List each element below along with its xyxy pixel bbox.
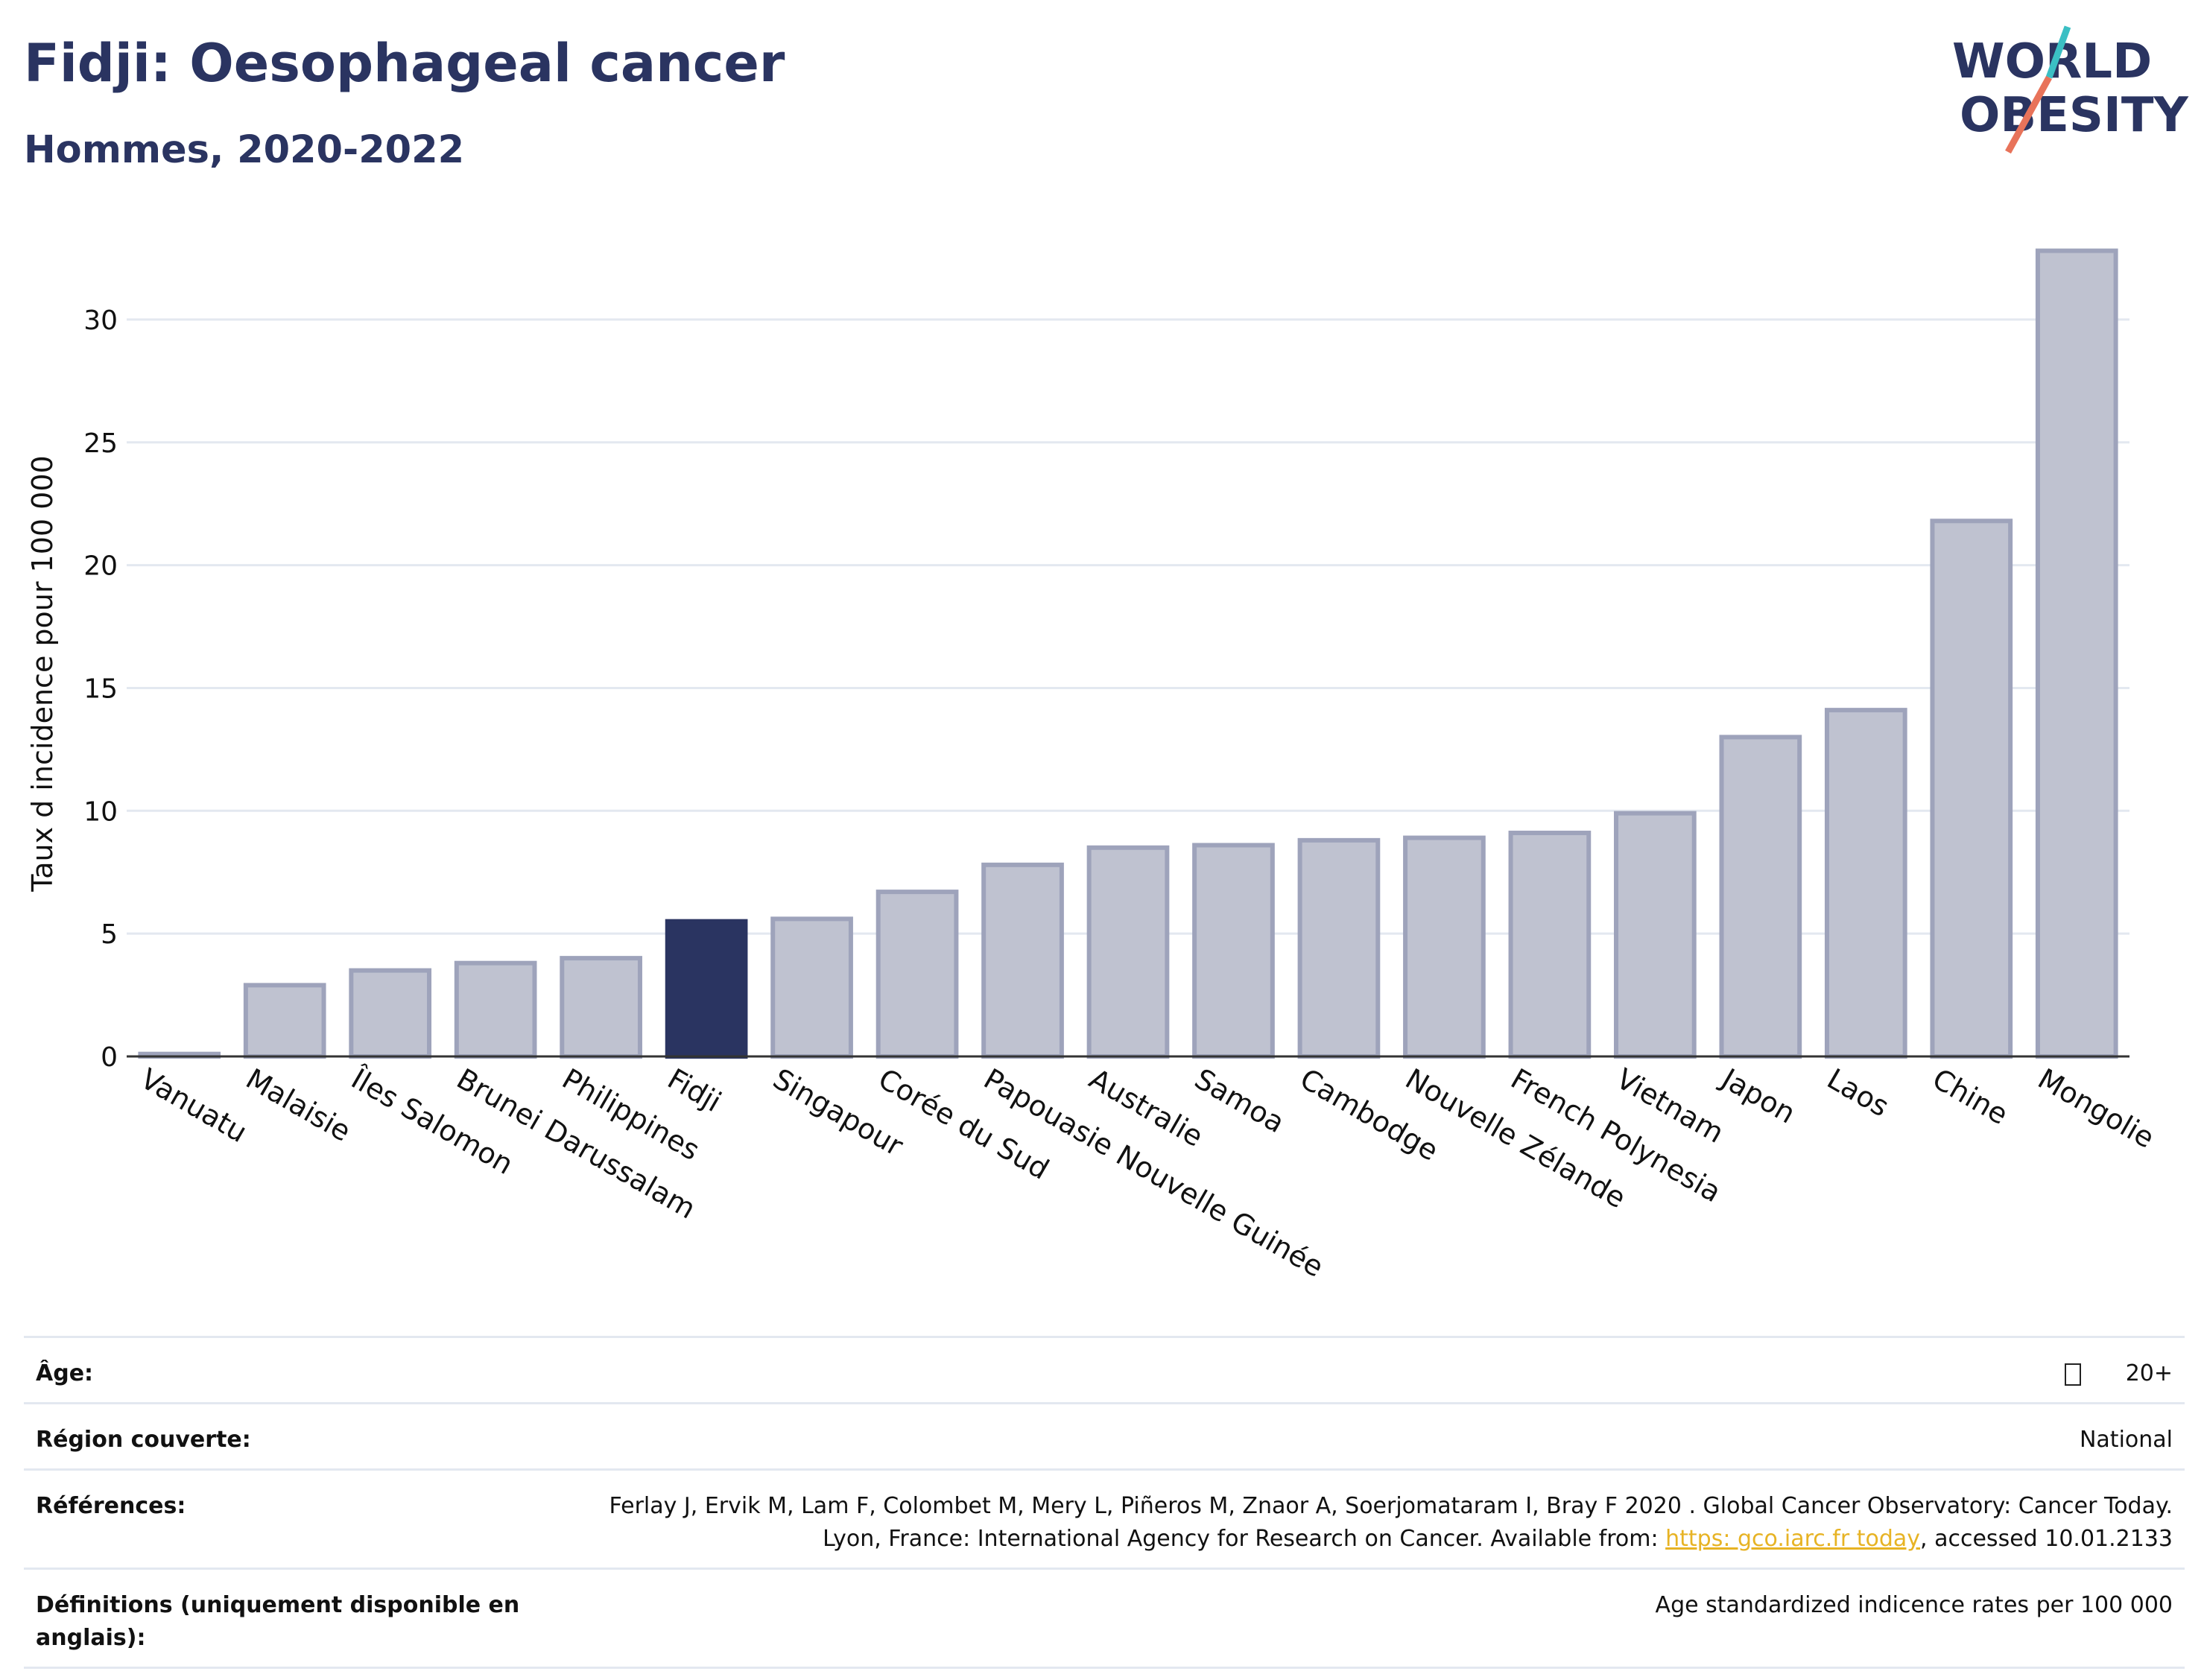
missing-glyph-icon [2064,1363,2081,1386]
meta-label-age: Âge: [24,1336,539,1404]
y-tick-labels: 0 5 10 15 20 25 30 [83,305,118,1073]
bar-cambodge[interactable] [1297,837,1381,1059]
meta-value-age: 20+ [2125,1360,2173,1386]
meta-row-region: Région couverte: National [24,1402,2185,1470]
reference-link[interactable]: https: gco.iarc.fr today [1665,1526,1921,1552]
meta-label-references: Références: [24,1468,539,1569]
reference-accessed: , accessed 10.01.2133 [1920,1526,2173,1552]
bar-vietnam[interactable] [1614,811,1697,1059]
bar-australie[interactable] [1086,845,1170,1059]
bar-french-polynesia[interactable] [1508,830,1592,1059]
bar-brunei-darussalam[interactable] [454,960,537,1059]
bars [138,248,2118,1059]
x-tick-label: Vanuatu [135,1062,253,1149]
bar-mongolie[interactable] [2035,248,2118,1059]
meta-value-age-cell: 20+ [539,1336,2185,1404]
meta-row-references: Références: Ferlay J, Ervik M, Lam F, Co… [24,1468,2185,1569]
metadata-table: Âge: 20+ Région couverte: National Référ… [24,1336,2185,1669]
y-tick-label: 15 [83,673,118,704]
meta-value-region: National [539,1402,2185,1470]
x-tick-label: Fidji [662,1062,727,1119]
bar-nouvelle-z-lande[interactable] [1403,835,1486,1059]
y-tick-label: 20 [83,551,118,582]
meta-row-definitions: Définitions (uniquement disponible en an… [24,1568,2185,1669]
meta-label-region: Région couverte: [24,1402,539,1470]
meta-label-definitions: Définitions (uniquement disponible en an… [24,1568,539,1669]
reference-text: Ferlay J, Ervik M, Lam F, Colombet M, Me… [609,1493,2173,1552]
x-tick-label: Mongolie [2033,1062,2160,1155]
meta-value-definitions: Age standardized indicence rates per 100… [539,1568,2185,1669]
bar-japon[interactable] [1719,735,1802,1059]
y-tick-label: 25 [83,428,118,459]
x-tick-label: Laos [1822,1062,1895,1123]
bar-laos[interactable] [1824,708,1907,1059]
logo-teal-stroke [2045,25,2071,79]
y-tick-label: 0 [101,1042,118,1073]
y-axis-label: Taux d incidence pour 100 000 [26,455,59,892]
bar-papouasie-nouvelle-guin-e[interactable] [981,862,1064,1059]
chart-title: Fidji: Oesophageal cancer [24,33,785,94]
bar-fidji[interactable] [665,919,748,1059]
bar--les-salomon[interactable] [349,968,432,1059]
bar-cor-e-du-sud[interactable] [875,890,959,1059]
bar-samoa[interactable] [1192,843,1275,1059]
logo-text-obesity: OBESITY [1960,88,2188,143]
bar-chine[interactable] [1930,519,2013,1059]
bar-philippines[interactable] [560,956,642,1059]
world-obesity-logo: WORLD OBESITY [1952,25,2188,154]
y-tick-label: 10 [83,796,118,827]
meta-value-references: Ferlay J, Ervik M, Lam F, Colombet M, Me… [539,1468,2185,1569]
bar-singapour[interactable] [770,916,853,1059]
y-tick-label: 30 [83,305,118,336]
x-tick-label: Chine [1927,1062,2013,1131]
logo-coral-stroke [2005,75,2052,154]
meta-row-age: Âge: 20+ [24,1336,2185,1404]
y-tick-label: 5 [101,919,118,950]
bar-malaisie[interactable] [243,983,326,1059]
x-tick-label: Malaisie [241,1062,357,1148]
chart-subtitle: Hommes, 2020-2022 [24,128,465,172]
